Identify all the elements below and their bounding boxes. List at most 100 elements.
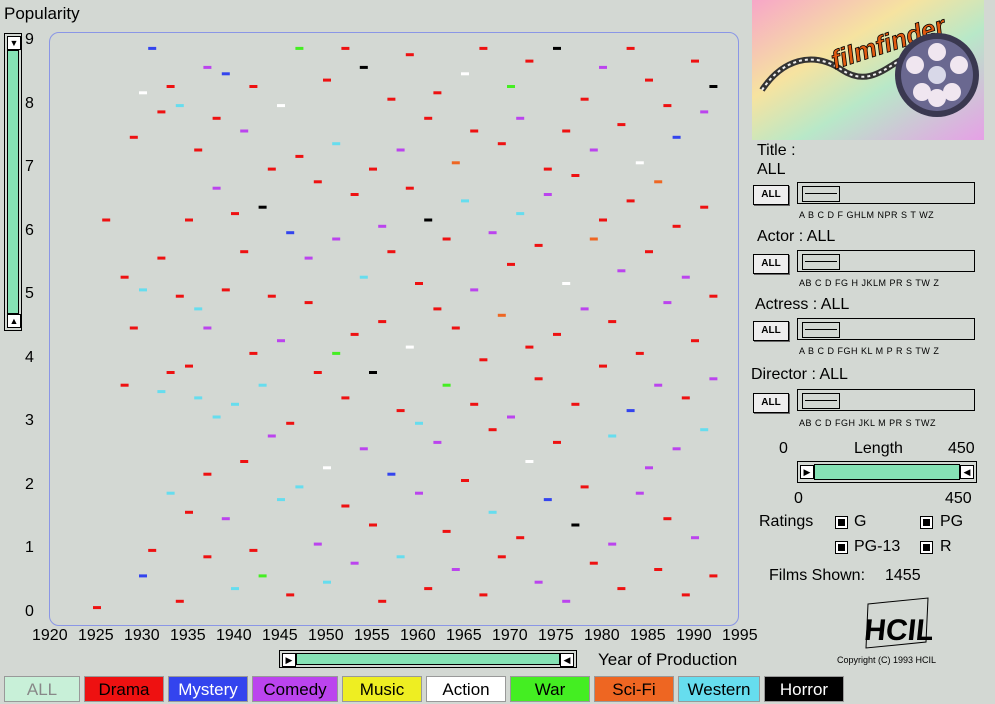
film-point-drama[interactable] <box>599 218 607 222</box>
film-point-war[interactable] <box>295 46 304 50</box>
film-point-drama[interactable] <box>396 409 405 413</box>
film-point-western[interactable] <box>488 510 497 514</box>
film-point-western[interactable] <box>157 390 166 394</box>
film-point-mystery[interactable] <box>626 409 635 413</box>
film-point-drama[interactable] <box>663 517 672 521</box>
film-point-drama[interactable] <box>645 250 653 254</box>
film-point-drama[interactable] <box>470 129 479 133</box>
film-point-drama[interactable] <box>295 154 304 158</box>
film-point-western[interactable] <box>175 104 184 108</box>
film-point-drama[interactable] <box>488 428 497 432</box>
film-point-western[interactable] <box>166 491 175 495</box>
director-alpha-thumb[interactable] <box>802 393 840 409</box>
film-point-comedy[interactable] <box>534 580 543 584</box>
film-point-western[interactable] <box>295 485 304 489</box>
film-point-comedy[interactable] <box>507 415 515 419</box>
film-point-drama[interactable] <box>350 332 359 336</box>
film-point-drama[interactable] <box>470 402 479 406</box>
film-point-drama[interactable] <box>516 536 525 540</box>
film-point-drama[interactable] <box>525 59 534 63</box>
film-point-drama[interactable] <box>157 110 166 114</box>
film-point-drama[interactable] <box>286 421 295 425</box>
film-point-comedy[interactable] <box>672 447 681 451</box>
popularity-range-thumb[interactable] <box>7 50 19 314</box>
legend-horror[interactable]: Horror <box>764 676 844 702</box>
actor-all-button[interactable]: ALL <box>753 254 789 274</box>
film-point-action[interactable] <box>562 282 571 285</box>
film-point-drama[interactable] <box>185 364 193 368</box>
legend-sci-fi[interactable]: Sci-Fi <box>594 676 674 702</box>
film-point-drama[interactable] <box>387 250 396 254</box>
film-point-drama[interactable] <box>442 529 451 533</box>
film-point-drama[interactable] <box>479 593 488 597</box>
film-point-drama[interactable] <box>525 345 534 349</box>
film-point-action[interactable] <box>323 466 331 470</box>
film-point-comedy[interactable] <box>221 517 230 521</box>
film-point-drama[interactable] <box>691 59 699 63</box>
film-point-drama[interactable] <box>166 85 175 88</box>
film-point-drama[interactable] <box>654 568 663 571</box>
film-point-western[interactable] <box>258 383 267 387</box>
film-point-drama[interactable] <box>709 294 718 298</box>
actress-alpha-thumb[interactable] <box>802 322 840 338</box>
rating-pg13-checkbox[interactable] <box>835 541 848 554</box>
film-point-sci-fi[interactable] <box>654 180 663 184</box>
film-point-drama[interactable] <box>626 199 635 203</box>
film-point-drama[interactable] <box>129 135 138 139</box>
film-point-drama[interactable] <box>424 116 433 120</box>
film-point-drama[interactable] <box>203 472 212 476</box>
film-point-western[interactable] <box>231 402 239 406</box>
film-point-comedy[interactable] <box>415 491 423 495</box>
film-point-comedy[interactable] <box>378 224 387 228</box>
film-point-drama[interactable] <box>626 46 635 50</box>
film-point-drama[interactable] <box>249 351 258 355</box>
film-point-drama[interactable] <box>433 307 442 311</box>
rating-g-checkbox[interactable] <box>835 516 848 529</box>
film-point-comedy[interactable] <box>589 148 598 152</box>
film-point-drama[interactable] <box>175 294 184 298</box>
film-point-mystery[interactable] <box>543 498 552 502</box>
film-point-drama[interactable] <box>350 193 359 196</box>
film-point-drama[interactable] <box>709 574 718 578</box>
film-point-comedy[interactable] <box>470 288 479 292</box>
film-point-comedy[interactable] <box>580 307 589 311</box>
film-point-drama[interactable] <box>148 548 157 552</box>
film-point-horror[interactable] <box>258 205 267 209</box>
film-point-comedy[interactable] <box>277 339 285 343</box>
actor-alpha-thumb[interactable] <box>802 254 840 270</box>
film-point-sci-fi[interactable] <box>497 313 506 317</box>
film-point-comedy[interactable] <box>635 491 644 495</box>
legend-music[interactable]: Music <box>342 676 422 702</box>
film-point-drama[interactable] <box>185 218 193 222</box>
film-point-action[interactable] <box>405 345 414 349</box>
film-point-mystery[interactable] <box>221 72 230 76</box>
film-point-mystery[interactable] <box>672 135 681 139</box>
film-point-action[interactable] <box>525 460 534 463</box>
film-point-mystery[interactable] <box>387 472 396 476</box>
film-point-drama[interactable] <box>415 282 423 285</box>
film-point-comedy[interactable] <box>599 65 607 69</box>
film-point-drama[interactable] <box>231 212 239 216</box>
film-point-western[interactable] <box>139 288 147 292</box>
film-point-drama[interactable] <box>479 358 488 362</box>
film-point-western[interactable] <box>194 307 203 311</box>
film-point-horror[interactable] <box>709 85 718 88</box>
film-point-comedy[interactable] <box>654 383 663 387</box>
film-point-western[interactable] <box>277 498 285 502</box>
legend-western[interactable]: Western <box>678 676 760 702</box>
film-point-drama[interactable] <box>663 104 672 108</box>
film-point-drama[interactable] <box>240 460 249 463</box>
film-point-drama[interactable] <box>249 85 258 88</box>
film-point-comedy[interactable] <box>203 326 212 330</box>
film-point-comedy[interactable] <box>267 434 276 438</box>
film-point-drama[interactable] <box>212 116 221 120</box>
rating-pg-checkbox[interactable] <box>920 516 933 529</box>
length-range-thumb[interactable] <box>814 464 960 480</box>
film-point-drama[interactable] <box>534 243 543 247</box>
film-point-horror[interactable] <box>369 371 377 374</box>
film-point-western[interactable] <box>212 415 221 419</box>
film-point-drama[interactable] <box>672 224 681 228</box>
film-point-sci-fi[interactable] <box>589 237 598 241</box>
film-point-horror[interactable] <box>553 46 561 50</box>
film-point-comedy[interactable] <box>691 536 699 540</box>
